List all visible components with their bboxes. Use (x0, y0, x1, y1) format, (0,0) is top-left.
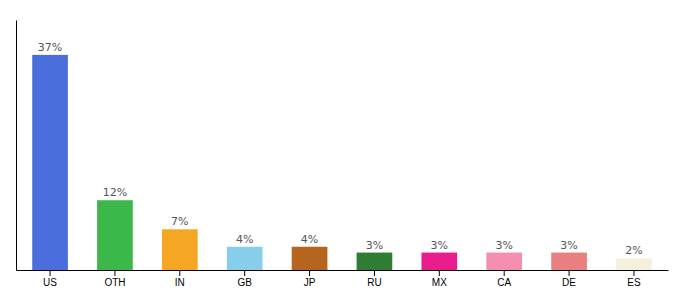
data-label: 7% (171, 215, 188, 228)
data-label: 12% (103, 186, 127, 199)
plot: 37% 12% 7% 4% 4% 3% 3% 3% 3% 2% US OTH IN GB JP RU MX CA D… (17, 21, 669, 289)
bar (357, 253, 393, 270)
bar (227, 247, 263, 270)
x-tick: ES (627, 270, 641, 288)
x-tick: JP (304, 270, 316, 288)
x-tick: RU (367, 270, 381, 288)
x-tick-label: GB (237, 277, 252, 288)
data-labels: 37% 12% 7% 4% 4% 3% 3% 3% 3% 2% (38, 41, 643, 257)
y-axis (16, 21, 17, 271)
x-tick-label: IN (175, 277, 185, 288)
x-tick-label: RU (367, 277, 381, 288)
bar (32, 55, 68, 270)
x-tick-label: OTH (104, 277, 125, 288)
data-label: 4% (236, 233, 253, 246)
data-label: 3% (431, 239, 448, 252)
x-tick-label: CA (497, 277, 511, 288)
x-tick-mark (633, 270, 634, 276)
x-tick-label: JP (304, 277, 316, 288)
data-label: 3% (560, 239, 577, 252)
bar (292, 247, 328, 270)
x-tick-mark (504, 270, 505, 276)
bar (551, 253, 587, 270)
x-tick-mark (439, 270, 440, 276)
x-axis: US OTH IN GB JP RU MX CA DE ES (17, 270, 669, 288)
data-label: 37% (38, 41, 62, 54)
x-tick: IN (175, 270, 185, 288)
y-axis-line (16, 21, 17, 271)
data-label: 4% (301, 233, 318, 246)
bar (616, 258, 652, 270)
data-label: 3% (495, 239, 512, 252)
bar (97, 200, 133, 270)
x-tick: CA (497, 270, 511, 288)
x-tick-mark (569, 270, 570, 276)
x-tick: US (43, 270, 57, 288)
bar (421, 253, 457, 270)
x-tick-label: DE (562, 277, 576, 288)
x-axis-line (17, 270, 669, 271)
x-tick-mark (50, 270, 51, 276)
bars (32, 55, 652, 270)
x-tick-mark (374, 270, 375, 276)
x-tick: OTH (104, 270, 125, 288)
x-tick-mark (244, 270, 245, 276)
x-tick-label: ES (627, 277, 641, 288)
data-label: 3% (366, 239, 383, 252)
x-tick: MX (432, 270, 447, 288)
x-tick: GB (237, 270, 252, 288)
x-tick-mark (114, 270, 115, 276)
x-tick-mark (309, 270, 310, 276)
x-tick: DE (562, 270, 576, 288)
bar (162, 229, 198, 270)
data-label: 2% (625, 244, 642, 257)
x-tick-label: MX (432, 277, 447, 288)
x-tick-mark (179, 270, 180, 276)
bar (486, 253, 522, 270)
x-tick-label: US (43, 277, 57, 288)
chart: 37% 12% 7% 4% 4% 3% 3% 3% 3% 2% US OTH IN GB JP RU MX CA D… (0, 0, 680, 300)
